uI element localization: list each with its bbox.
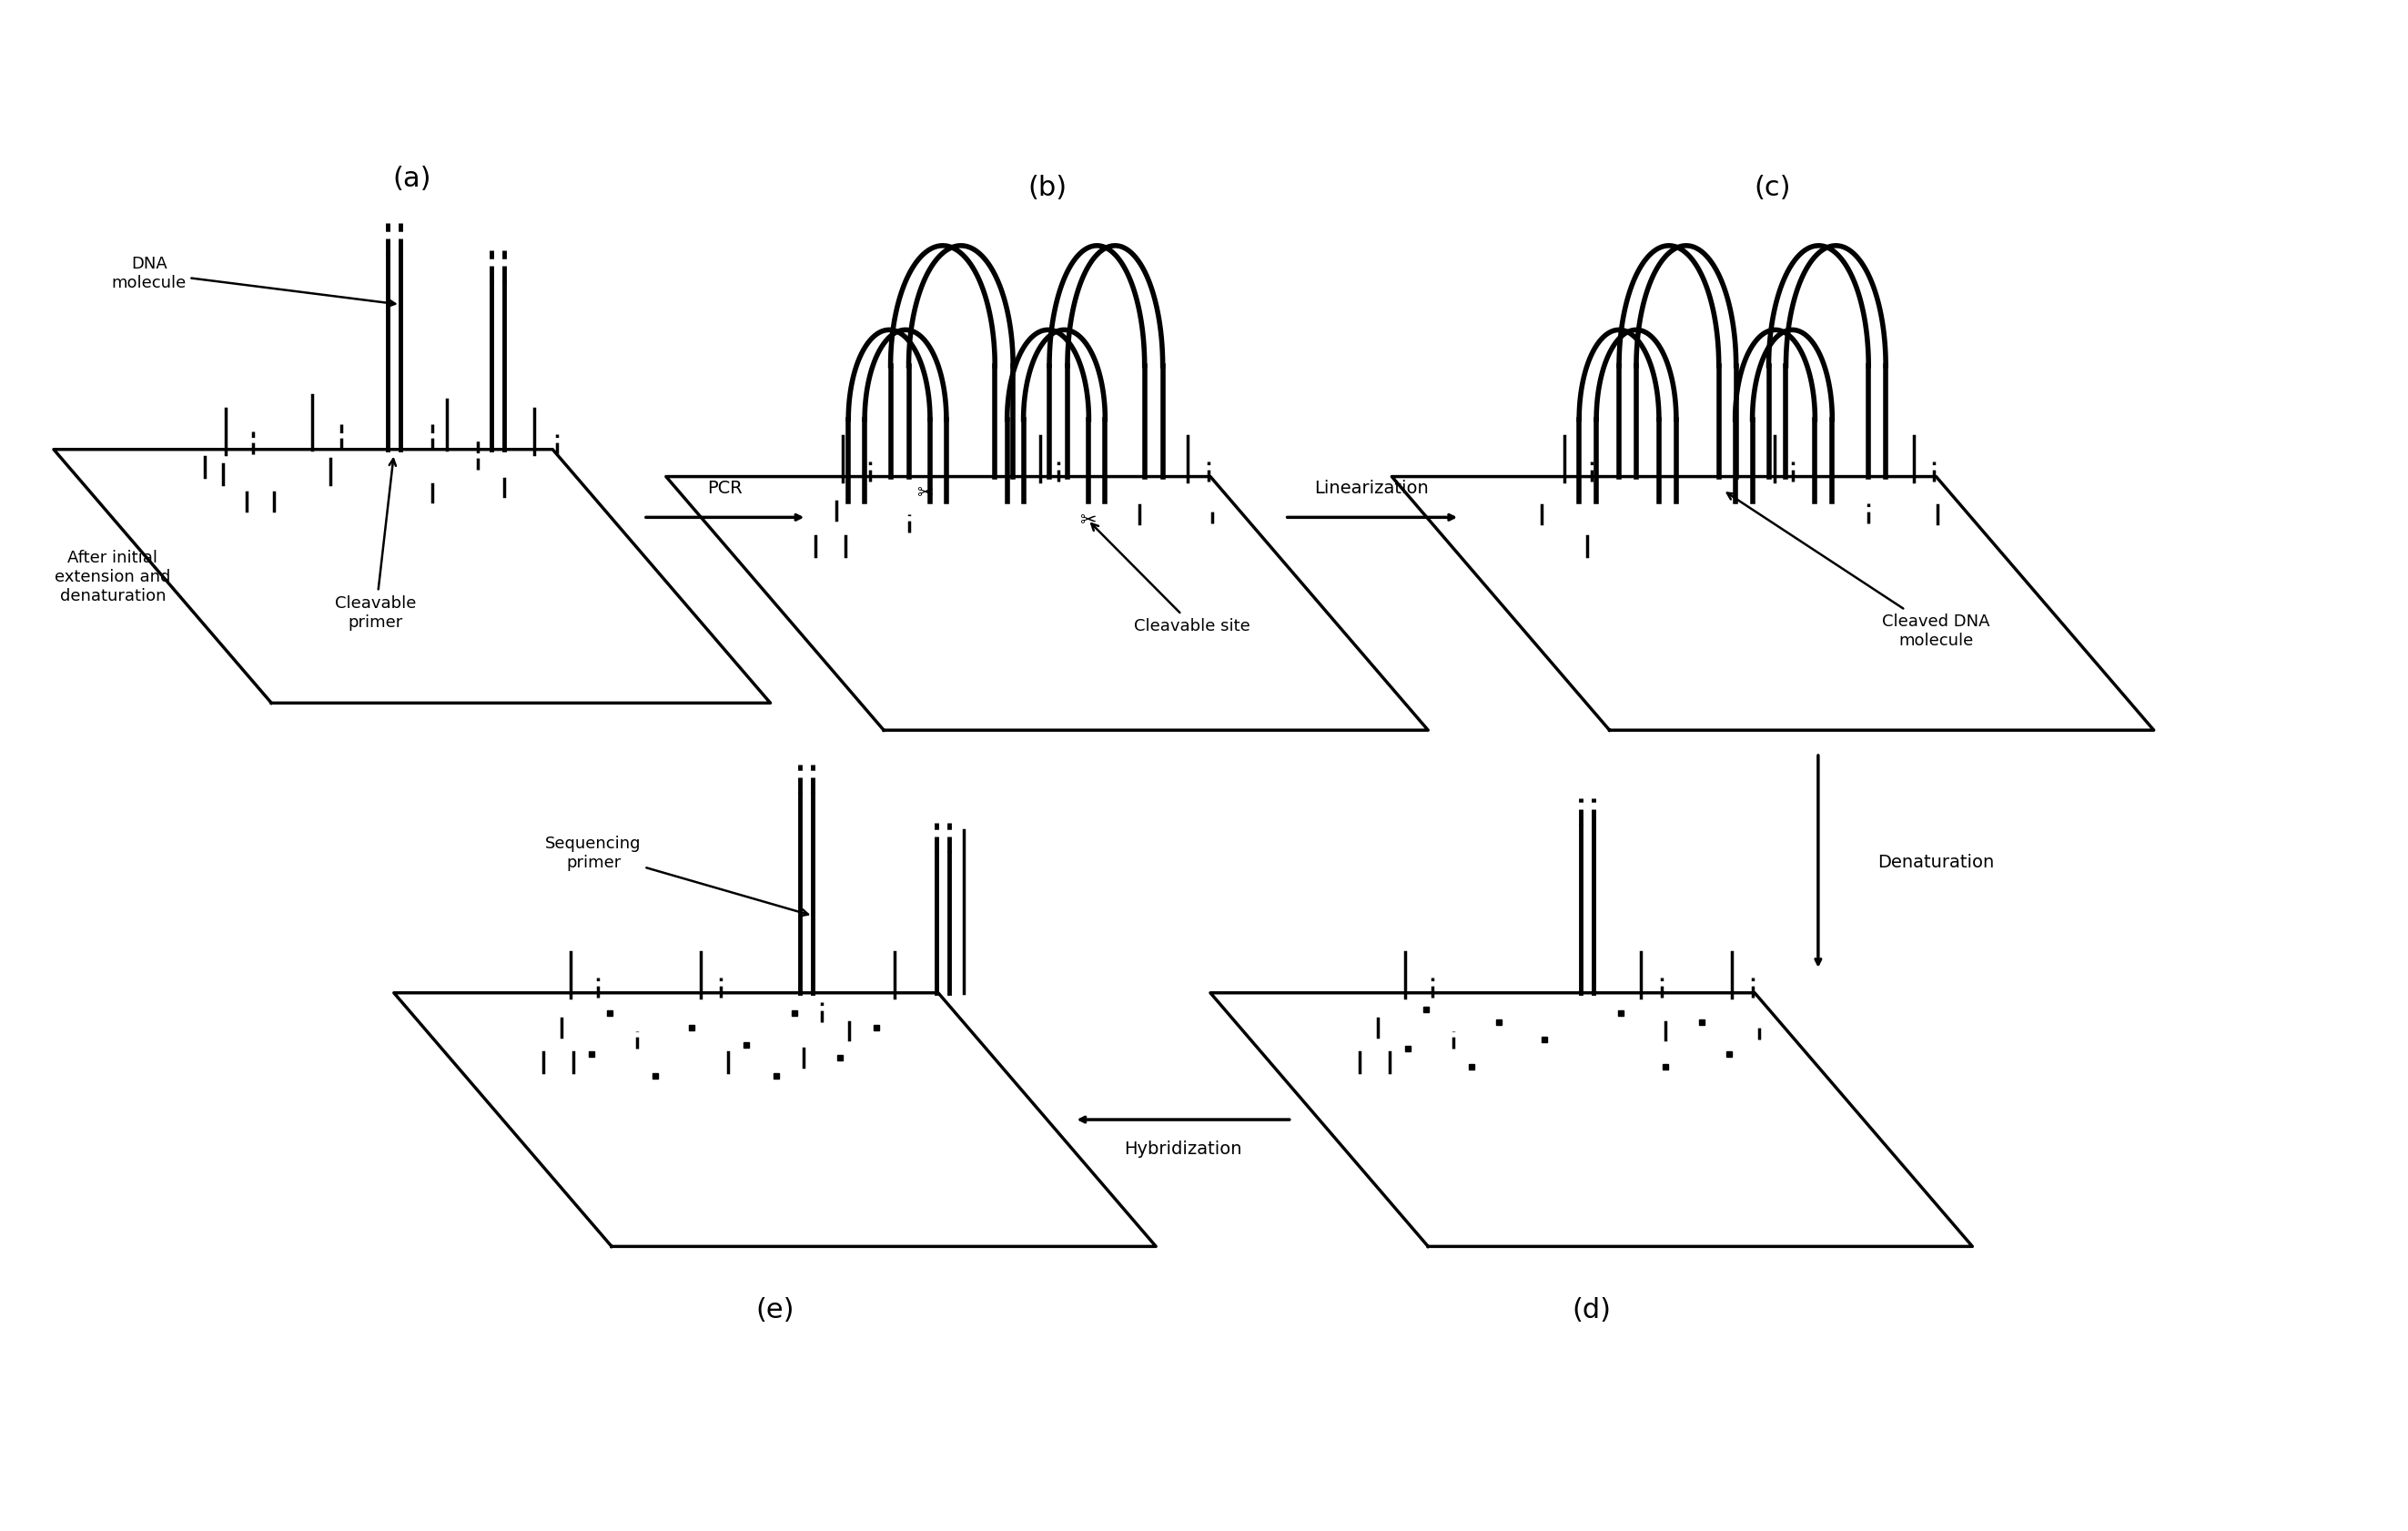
- Text: (a): (a): [393, 165, 431, 191]
- Text: (b): (b): [1028, 175, 1067, 201]
- Text: (d): (d): [1572, 1297, 1611, 1323]
- Text: Cleavable site: Cleavable site: [1091, 524, 1250, 634]
- Text: After initial
extension and
denaturation: After initial extension and denaturation: [55, 550, 171, 603]
- Text: (c): (c): [1755, 175, 1792, 201]
- Text: ✂: ✂: [915, 484, 932, 502]
- Text: Linearization: Linearization: [1315, 479, 1428, 498]
- Text: (e): (e): [756, 1297, 795, 1323]
- Text: ✂: ✂: [1079, 511, 1096, 530]
- Text: PCR: PCR: [708, 479, 742, 498]
- Text: DNA
molecule: DNA molecule: [111, 256, 395, 308]
- Text: Sequencing
primer: Sequencing primer: [547, 836, 809, 916]
- Text: Hybridization: Hybridization: [1125, 1139, 1243, 1157]
- Text: Cleaved DNA
molecule: Cleaved DNA molecule: [1727, 493, 1989, 648]
- Text: Denaturation: Denaturation: [1878, 853, 1994, 871]
- Text: Cleavable
primer: Cleavable primer: [335, 459, 417, 631]
